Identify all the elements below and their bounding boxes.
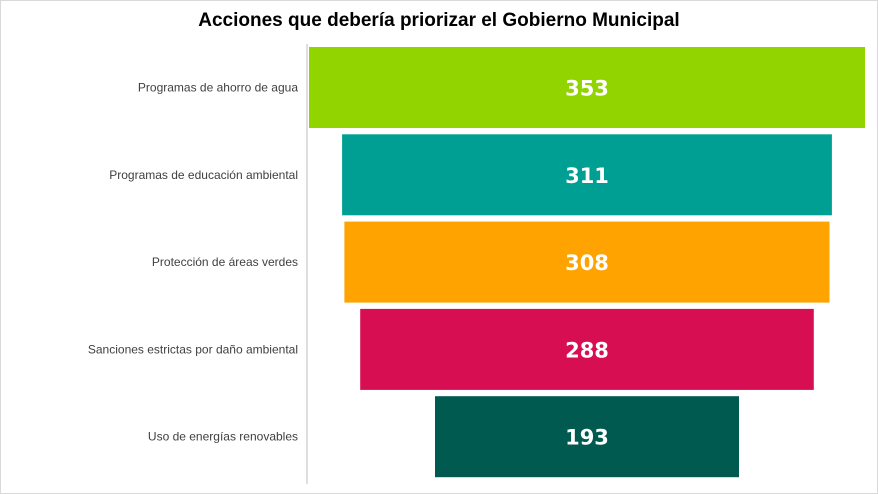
funnel-bar: [435, 396, 739, 478]
funnel-bar: [309, 47, 865, 128]
category-tick-label: Sanciones estrictas por daño ambiental: [88, 342, 298, 356]
data-label: 311: [565, 164, 609, 188]
funnel-bar: [344, 221, 830, 303]
data-label: 193: [565, 426, 609, 450]
category-tick-label: Programas de ahorro de agua: [138, 81, 298, 95]
chart-title: Acciones que debería priorizar el Gobier…: [198, 10, 680, 31]
data-label: 288: [565, 338, 609, 362]
category-tick-label: Programas de educación ambiental: [109, 168, 298, 182]
category-tick-label: Uso de energías renovables: [148, 430, 298, 444]
data-label: 353: [565, 77, 609, 101]
funnel-bar: [360, 308, 814, 390]
data-label: 308: [565, 251, 609, 275]
category-tick-label: Protección de áreas verdes: [152, 255, 298, 269]
funnel-bar: [342, 134, 832, 216]
